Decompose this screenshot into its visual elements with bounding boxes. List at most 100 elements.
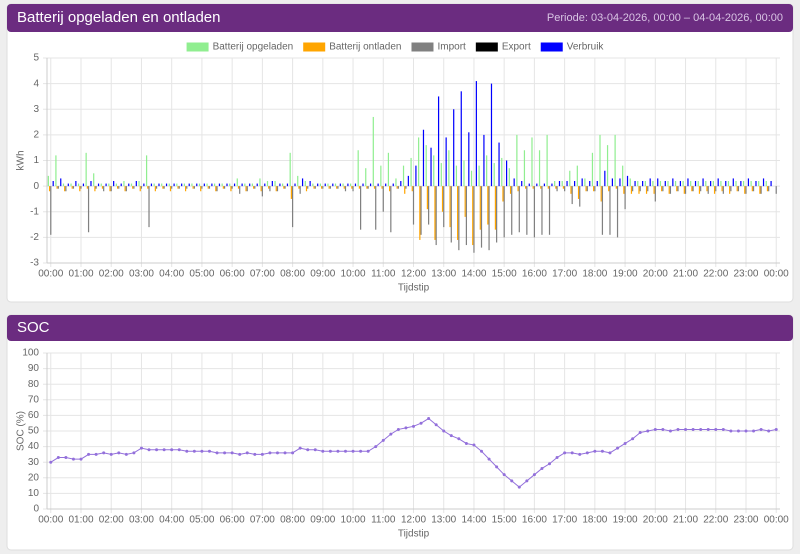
bar [298, 186, 300, 189]
legend-label: Batterij ontladen [329, 42, 401, 53]
bar [586, 186, 588, 192]
bar [75, 181, 77, 187]
bar [604, 170, 606, 187]
bar [241, 183, 243, 187]
x-tick-label: 05:00 [189, 269, 214, 280]
point [464, 441, 468, 445]
bar [246, 186, 248, 192]
point [404, 426, 408, 430]
bar [299, 186, 301, 194]
legend-item: Export [475, 42, 531, 53]
bar [101, 186, 104, 189]
panel: Batterij opgeladen en ontladen Periode: 0… [6, 3, 794, 303]
bar [561, 181, 563, 187]
bar [638, 186, 640, 194]
legend-item: Verbruik [540, 42, 604, 53]
bar [140, 186, 143, 189]
bar [332, 183, 334, 187]
x-tick-label: 13:00 [431, 269, 456, 280]
y-tick-label: 4 [33, 78, 39, 89]
point [260, 452, 264, 456]
bar [301, 178, 304, 187]
x-tick-label: 03:00 [129, 269, 154, 280]
panel-header [7, 4, 793, 32]
bar [410, 157, 412, 187]
bar [541, 186, 543, 235]
y-tick-label: 30 [28, 457, 40, 468]
bar [551, 183, 553, 187]
bar [196, 183, 198, 187]
x-tick-label: 11:00 [371, 515, 396, 526]
point [215, 451, 219, 455]
bar [244, 183, 246, 187]
bar [502, 186, 504, 202]
y-tick-label: 0 [33, 504, 39, 515]
bar [275, 186, 277, 192]
bar [274, 181, 276, 187]
point [223, 451, 227, 455]
bar [770, 181, 772, 187]
bar [214, 183, 216, 187]
point [593, 449, 597, 453]
bar [600, 186, 602, 202]
bar [698, 186, 701, 194]
x-tick-label: 05:00 [189, 515, 214, 526]
bar [115, 183, 117, 187]
point [555, 456, 559, 460]
point [94, 452, 98, 456]
bar [362, 183, 364, 187]
bar [574, 181, 576, 187]
x-tick-label: 21:00 [673, 515, 698, 526]
bar [171, 186, 173, 189]
bar [487, 186, 489, 225]
bar [208, 186, 211, 189]
point [563, 451, 567, 455]
point [207, 449, 211, 453]
point [548, 462, 552, 466]
bar [735, 181, 737, 187]
point [245, 451, 249, 455]
bar [458, 186, 460, 251]
bar [252, 186, 255, 189]
bar [260, 186, 262, 192]
point [117, 451, 121, 455]
y-tick-label: 60 [28, 410, 40, 421]
bar [145, 155, 148, 187]
bar [475, 81, 477, 187]
x-tick-label: 01:00 [68, 515, 93, 526]
x-tick-label: 22:00 [703, 515, 728, 526]
x-tick-label: 20:00 [643, 269, 668, 280]
bar [526, 186, 528, 235]
point [275, 451, 279, 455]
bar [710, 181, 712, 187]
bar [236, 178, 238, 187]
bar [751, 186, 753, 192]
bar [496, 186, 498, 243]
bar [50, 186, 52, 235]
bar [249, 183, 251, 187]
bar [593, 186, 595, 192]
bar [124, 186, 126, 192]
point [427, 417, 431, 421]
x-tick-label: 04:00 [159, 515, 184, 526]
bar [513, 178, 515, 187]
bar [430, 147, 432, 187]
bar [601, 186, 604, 235]
bar [540, 186, 542, 189]
legend-item: Batterij ontladen [303, 42, 401, 53]
bar [554, 181, 556, 187]
bar [720, 181, 722, 187]
bar [684, 186, 687, 194]
bar [155, 186, 158, 189]
legend-swatch [186, 42, 209, 52]
bar [357, 150, 359, 187]
point [366, 449, 370, 453]
point [487, 457, 491, 461]
bar [109, 186, 111, 192]
x-axis-label: Tijdstip [398, 529, 430, 540]
bar [434, 186, 436, 240]
point [661, 427, 665, 431]
bar [692, 186, 694, 192]
bar [486, 155, 488, 187]
bar [585, 186, 587, 192]
